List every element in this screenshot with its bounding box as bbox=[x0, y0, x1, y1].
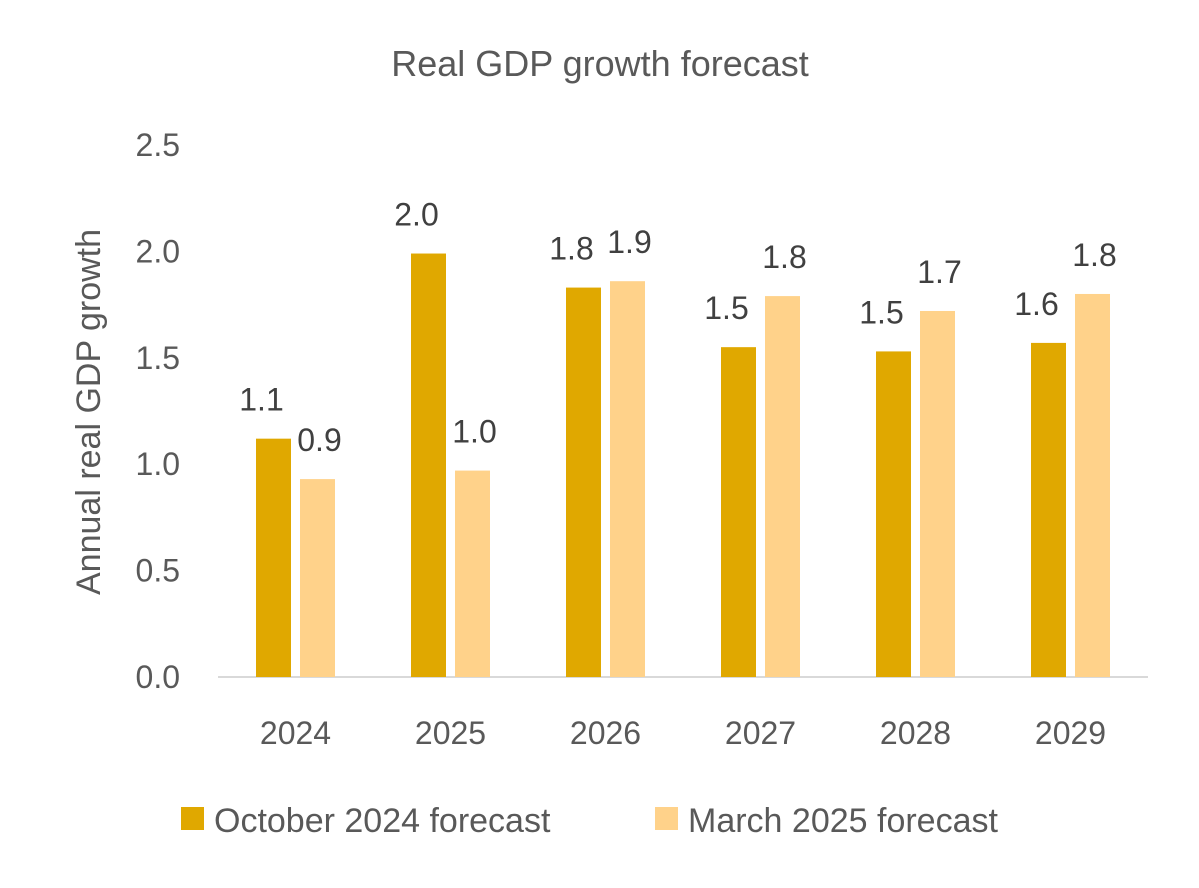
legend-swatch-october-2024 bbox=[181, 807, 204, 830]
bar-october-2024-2024 bbox=[256, 438, 291, 677]
y-tick-label: 1.5 bbox=[136, 340, 180, 376]
y-tick-label: 1.0 bbox=[136, 446, 180, 482]
legend-label-october-2024: October 2024 forecast bbox=[214, 802, 551, 840]
x-tick-label: 2025 bbox=[415, 715, 486, 751]
data-label-october-2024-2029: 1.6 bbox=[1014, 286, 1058, 322]
bar-march-2025-2026 bbox=[610, 281, 645, 677]
legend-swatch-march-2025 bbox=[655, 807, 678, 830]
data-label-october-2024-2027: 1.5 bbox=[704, 290, 748, 326]
data-label-march-2025-2025: 1.0 bbox=[452, 414, 496, 450]
bar-march-2025-2027 bbox=[765, 296, 800, 677]
bar-october-2024-2026 bbox=[566, 287, 601, 677]
data-label-march-2025-2028: 1.7 bbox=[917, 254, 961, 290]
data-label-october-2024-2024: 1.1 bbox=[239, 382, 283, 418]
data-label-march-2025-2024: 0.9 bbox=[297, 422, 341, 458]
y-tick-label: 0.0 bbox=[136, 659, 180, 695]
data-label-march-2025-2029: 1.8 bbox=[1072, 237, 1116, 273]
x-tick-label: 2028 bbox=[880, 715, 951, 751]
y-tick-label: 2.0 bbox=[136, 233, 180, 269]
y-axis-label: Annual real GDP growth bbox=[70, 229, 108, 595]
y-tick-label: 2.5 bbox=[136, 127, 180, 163]
data-label-october-2024-2026: 1.8 bbox=[549, 231, 593, 267]
x-tick-label: 2027 bbox=[725, 715, 796, 751]
x-tick-label: 2026 bbox=[570, 715, 641, 751]
bar-march-2025-2024 bbox=[300, 479, 335, 677]
data-label-october-2024-2028: 1.5 bbox=[859, 294, 903, 330]
x-tick-label: 2024 bbox=[260, 715, 331, 751]
bar-october-2024-2027 bbox=[721, 347, 756, 677]
x-axis-ticks: 2024 2025 2026 2027 2028 2029 bbox=[260, 715, 1106, 751]
y-tick-label: 0.5 bbox=[136, 553, 180, 589]
bar-march-2025-2028 bbox=[920, 310, 955, 677]
legend-label-march-2025: March 2025 forecast bbox=[688, 802, 998, 840]
x-tick-label: 2029 bbox=[1035, 715, 1106, 751]
chart-title: Real GDP growth forecast bbox=[391, 43, 809, 84]
data-label-march-2025-2027: 1.8 bbox=[762, 239, 806, 275]
y-axis-ticks: 0.0 0.5 1.0 1.5 2.0 2.5 bbox=[136, 127, 180, 695]
data-label-october-2024-2025: 2.0 bbox=[394, 197, 438, 233]
bar-october-2024-2029 bbox=[1031, 342, 1066, 677]
bar-october-2024-2028 bbox=[876, 351, 911, 677]
bars-group: 1.1 0.9 2.0 1.0 1.8 1.9 1.5 1.8 1.5 1.7 1.6 1.8 bbox=[239, 197, 1117, 677]
legend: October 2024 forecast March 2025 forecas… bbox=[181, 802, 998, 840]
data-label-march-2025-2026: 1.9 bbox=[607, 224, 651, 260]
bar-march-2025-2029 bbox=[1075, 293, 1110, 677]
bar-march-2025-2025 bbox=[455, 470, 490, 677]
bar-october-2024-2025 bbox=[411, 253, 446, 677]
